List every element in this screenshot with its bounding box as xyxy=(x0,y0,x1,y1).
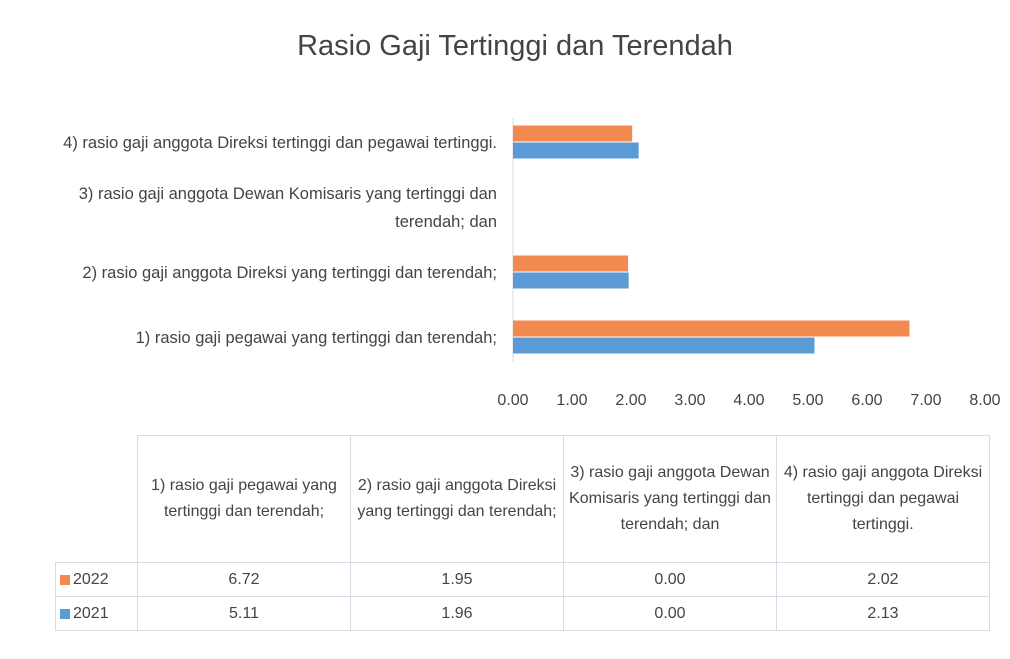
legend-label: 2022 xyxy=(73,570,109,588)
category-label: 4) rasio gaji anggota Direksi tertinggi … xyxy=(40,115,497,171)
bar xyxy=(513,142,639,159)
table-header-cell: 3) rasio gaji anggota Dewan Komisaris ya… xyxy=(563,435,777,563)
category-text: 2) rasio gaji anggota Direksi yang terti… xyxy=(82,263,497,282)
bar xyxy=(513,272,629,289)
bar xyxy=(513,320,910,337)
table-value-cell: 2.02 xyxy=(776,562,990,597)
table-header-cell: 2) rasio gaji anggota Direksi yang terti… xyxy=(350,435,564,563)
table-value-cell: 1.95 xyxy=(350,562,564,597)
category-text: 4) rasio gaji anggota Direksi tertinggi … xyxy=(63,133,497,152)
table-value-cell: 1.96 xyxy=(350,596,564,631)
table-legend-cell: 2021 xyxy=(55,596,138,631)
legend-swatch xyxy=(60,608,70,619)
legend-swatch xyxy=(60,574,70,585)
table-header-cell: 1) rasio gaji pegawai yang tertinggi dan… xyxy=(137,435,351,563)
x-tick-label: 3.00 xyxy=(674,392,705,409)
table-value-cell: 6.72 xyxy=(137,562,351,597)
x-tick-label: 1.00 xyxy=(556,392,587,409)
bar xyxy=(513,125,633,142)
x-tick-label: 5.00 xyxy=(792,392,823,409)
chart-title: Rasio Gaji Tertinggi dan Terendah xyxy=(297,30,733,62)
table-legend-cell: 2022 xyxy=(55,562,138,597)
x-tick-label: 0.00 xyxy=(497,392,528,409)
bar xyxy=(513,337,815,354)
category-text: 1) rasio gaji pegawai yang tertinggi dan… xyxy=(135,328,497,347)
category-label: 2) rasio gaji anggota Direksi yang terti… xyxy=(40,245,497,301)
category-text: 3) rasio gaji anggota Dewan Komisaris ya… xyxy=(78,184,497,231)
x-tick-label: 2.00 xyxy=(615,392,646,409)
table-value-cell: 5.11 xyxy=(137,596,351,631)
table-header-cell: 4) rasio gaji anggota Direksi tertinggi … xyxy=(776,435,990,563)
x-tick-label: 4.00 xyxy=(733,392,764,409)
x-tick-label: 7.00 xyxy=(910,392,941,409)
category-label: 1) rasio gaji pegawai yang tertinggi dan… xyxy=(40,310,497,366)
x-tick-label: 8.00 xyxy=(969,392,1000,409)
x-tick-label: 6.00 xyxy=(851,392,882,409)
legend-label: 2021 xyxy=(73,604,109,622)
bar xyxy=(513,255,629,272)
table-value-cell: 0.00 xyxy=(563,562,777,597)
category-label: 3) rasio gaji anggota Dewan Komisaris ya… xyxy=(40,180,497,236)
table-value-cell: 0.00 xyxy=(563,596,777,631)
table-value-cell: 2.13 xyxy=(776,596,990,631)
